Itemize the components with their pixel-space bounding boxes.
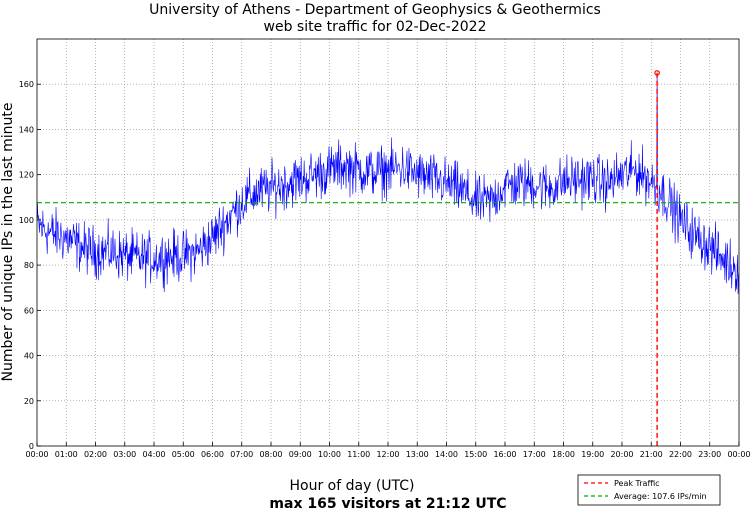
x-tick-label: 00:00 <box>25 450 48 459</box>
x-tick-label: 19:00 <box>581 450 604 459</box>
x-tick-label: 22:00 <box>669 450 692 459</box>
y-tick-label: 140 <box>19 125 34 134</box>
x-tick-label: 12:00 <box>376 450 399 459</box>
x-tick-label: 01:00 <box>55 450 78 459</box>
axes <box>36 38 740 447</box>
x-tick-label: 17:00 <box>523 450 546 459</box>
x-tick-label: 23:00 <box>698 450 721 459</box>
x-tick-label: 09:00 <box>289 450 312 459</box>
x-tick-label: 13:00 <box>406 450 429 459</box>
y-tick-label: 40 <box>24 352 34 361</box>
traffic-line <box>36 72 740 295</box>
x-tick-label: 02:00 <box>84 450 107 459</box>
x-tick-label: 18:00 <box>552 450 575 459</box>
x-tick-label: 07:00 <box>230 450 253 459</box>
x-tick-label: 21:00 <box>640 450 663 459</box>
y-tick-label: 160 <box>19 80 34 89</box>
x-tick-label: 03:00 <box>113 450 136 459</box>
legend-peak-label: Peak Traffic <box>614 479 660 488</box>
chart-summary: max 165 visitors at 21:12 UTC <box>269 496 506 511</box>
x-tick-label: 10:00 <box>318 450 341 459</box>
legend-box <box>577 474 721 506</box>
x-axis-label: Hour of day (UTC) <box>290 478 415 494</box>
tick-labels: 00:00 01:00 02:00 03:00 04:00 05:00 06:00 07:00… <box>19 80 750 459</box>
y-tick-label: 120 <box>19 171 34 180</box>
y-tick-label: 100 <box>19 216 34 225</box>
x-tick-label: 06:00 <box>201 450 224 459</box>
x-tick-label: 16:00 <box>493 450 516 459</box>
x-tick-label: 04:00 <box>142 450 165 459</box>
y-tick-label: 0 <box>29 442 34 451</box>
x-tick-label: 05:00 <box>172 450 195 459</box>
legend: Peak Traffic Average: 107.6 IPs/min <box>577 474 721 506</box>
x-tick-label: 00:00 <box>727 450 750 459</box>
series-group <box>36 70 740 446</box>
y-tick-label: 80 <box>24 261 34 270</box>
x-tick-label: 14:00 <box>435 450 458 459</box>
x-tick-label: 15:00 <box>464 450 487 459</box>
x-tick-label: 11:00 <box>347 450 370 459</box>
chart-title-line2: web site traffic for 02-Dec-2022 <box>264 19 487 35</box>
y-tick-label: 20 <box>24 397 34 406</box>
x-tick-label: 08:00 <box>259 450 282 459</box>
chart-title-line1: University of Athens - Department of Geo… <box>149 2 601 18</box>
legend-average-label: Average: 107.6 IPs/min <box>614 492 707 501</box>
peak-marker <box>654 70 660 76</box>
x-tick-label: 20:00 <box>610 450 633 459</box>
y-tick-label: 60 <box>24 306 34 315</box>
y-axis-label: Number of unique IPs in the last minute <box>0 103 16 382</box>
